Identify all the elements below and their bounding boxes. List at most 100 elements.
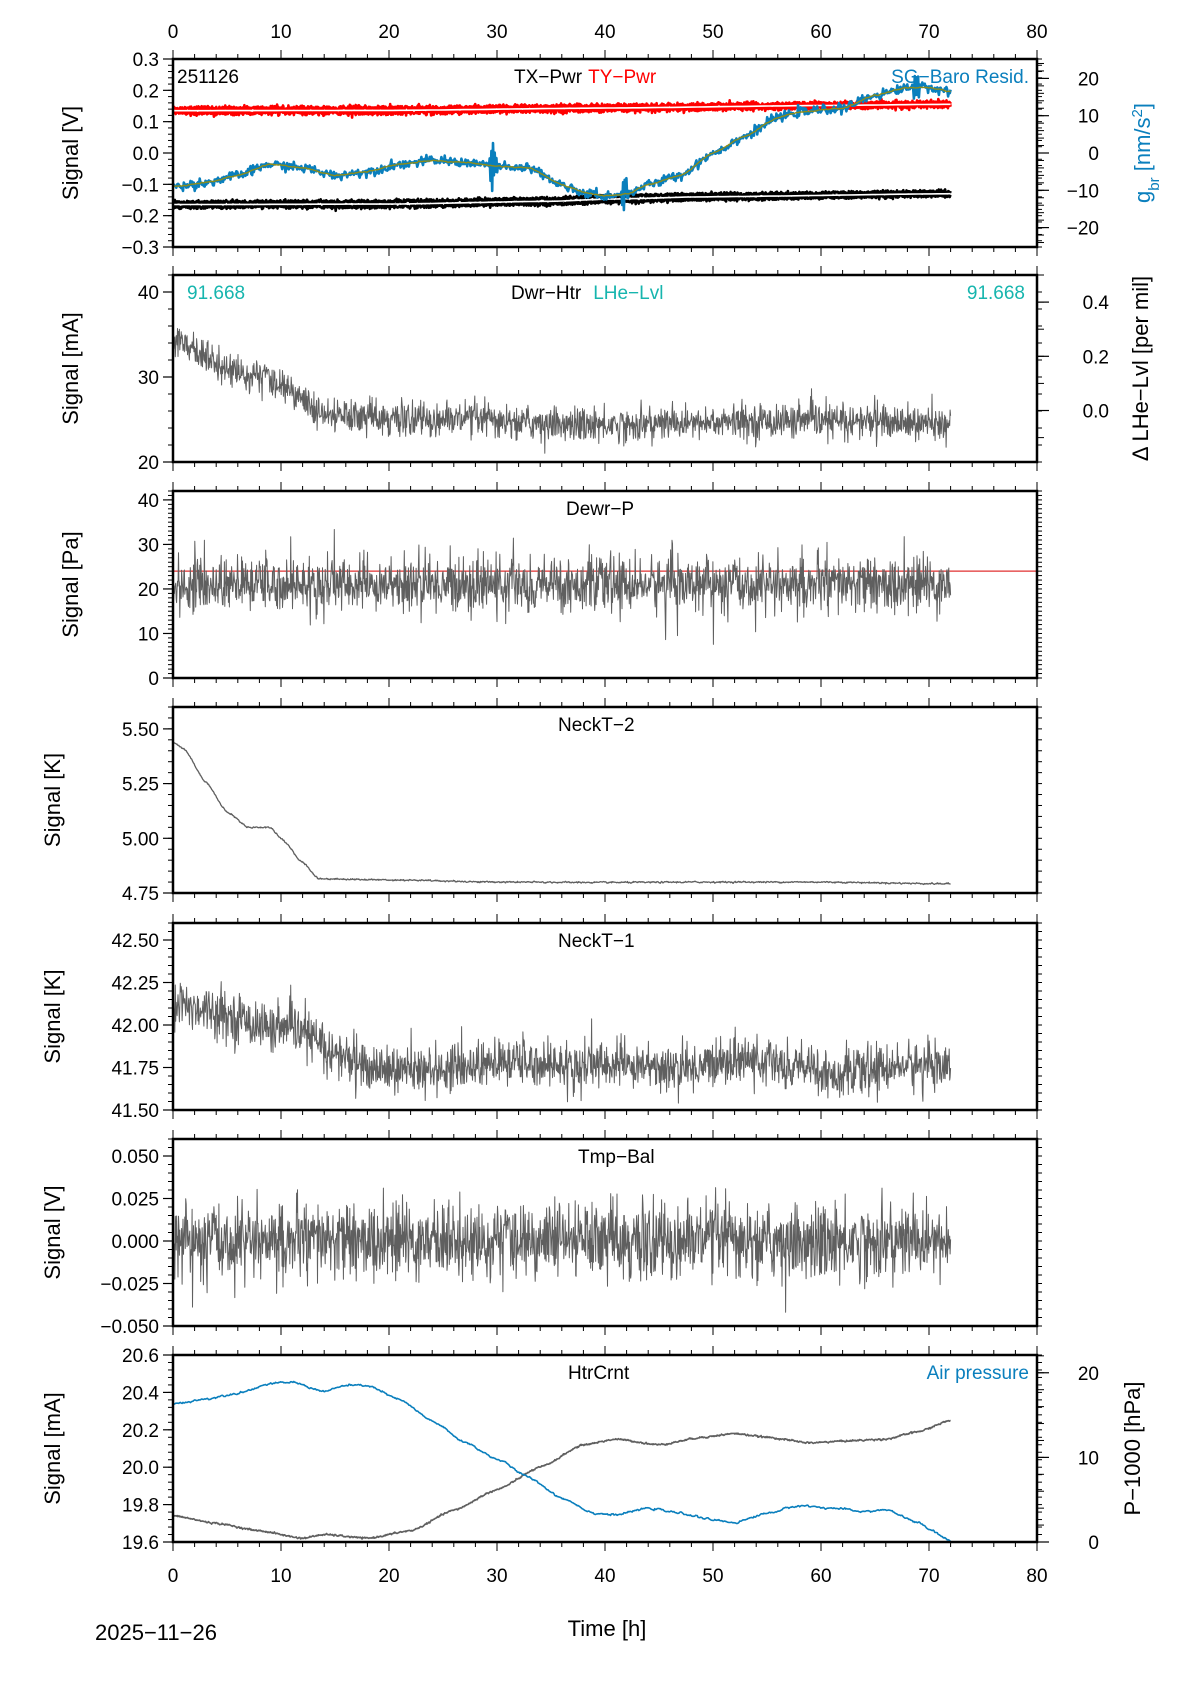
- series-sg-baro-resid-: [173, 74, 952, 212]
- series-neckt-2: [173, 741, 951, 886]
- bottom-x-tick-label: 60: [810, 1566, 831, 1587]
- corner-label: 251126: [177, 67, 239, 88]
- plot-area: [173, 328, 952, 454]
- y-tick-label: 0.025: [111, 1190, 159, 1211]
- right-y-tick-label: 0.4: [1083, 293, 1110, 314]
- panel-title: HtrCrnt: [568, 1363, 630, 1384]
- y-tick-label: 19.6: [122, 1533, 159, 1554]
- panel-tmp-bal: 0.050 0.025 0.000 −0.025 −0.050 Signal [V] Tmp…: [40, 1130, 1042, 1338]
- right-y-axis-label-sub: br: [1146, 177, 1163, 190]
- bottom-x-tick-label: 70: [918, 1566, 939, 1587]
- plot-area: [173, 1187, 952, 1313]
- series-neckt-1: [173, 981, 952, 1104]
- corner-label: 91.668: [187, 283, 245, 304]
- y-tick-label: 20: [138, 453, 159, 474]
- y-tick-label: 5.25: [122, 775, 159, 796]
- panel-pwr: 0.3 0.2 0.1 0.0 −0.1 −0.2 −0.3 Signal [V] 20 10 0 −…: [58, 50, 1163, 259]
- panel-dewr-p: 40 30 20 10 0 Signal [Pa] Dewr−P: [58, 482, 1042, 690]
- y-tick-label: 0.0: [133, 144, 159, 165]
- y-tick-label: 19.8: [122, 1496, 159, 1517]
- series-separator-line: [173, 103, 951, 112]
- right-y-axis-label: gbr [nm/s2]: [1129, 103, 1163, 203]
- panel-dwr-htr: 40 30 20 Signal [mA] 0.4 0.2 0.0 Δ LHe−Lvl [per…: [58, 266, 1153, 474]
- y-tick-label: 0.2: [133, 81, 159, 102]
- series-separator-line: [173, 192, 951, 206]
- y-tick-label: −0.050: [100, 1317, 159, 1338]
- y-axis-label: Signal [mA]: [40, 1392, 65, 1505]
- right-y-tick-label: 10: [1078, 107, 1099, 128]
- bottom-x-tick-label: 40: [594, 1566, 615, 1587]
- plot-area: [173, 1380, 951, 1542]
- panel-title-part: Dwr−Htr: [511, 283, 582, 304]
- y-tick-label: 0.050: [111, 1147, 159, 1168]
- y-tick-label: 20.6: [122, 1346, 159, 1367]
- panel-title-part: Tmp−Bal: [578, 1147, 655, 1168]
- panel-title-part: HtrCrnt: [568, 1363, 630, 1384]
- top-x-tick-label: 40: [594, 22, 615, 43]
- right-y-tick-label: −10: [1067, 181, 1099, 202]
- right-y-tick-label: 0: [1088, 1533, 1099, 1554]
- top-x-tick-label: 60: [810, 22, 831, 43]
- top-x-tick-label: 10: [270, 22, 291, 43]
- y-tick-label: 20.4: [122, 1383, 159, 1404]
- right-y-tick-label: 0.0: [1083, 402, 1109, 423]
- bottom-x-tick-labels: 0 10 20 30 40 50 60 70 80: [168, 1566, 1048, 1587]
- plot-area: [173, 981, 952, 1104]
- y-tick-label: 20.2: [122, 1421, 159, 1442]
- panel-title-part: Dewr−P: [566, 499, 634, 520]
- series-tx-pwr-lower: [173, 191, 952, 213]
- y-tick-label: −0.3: [121, 238, 159, 259]
- plot-area: [173, 74, 952, 213]
- right-y-tick-label: 20: [1078, 69, 1099, 90]
- right-y-axis-label-main: g: [1130, 191, 1155, 203]
- panel-title-part: LHe−Lvl: [593, 283, 663, 304]
- y-tick-label: 42.25: [111, 974, 159, 995]
- top-x-tick-label: 80: [1026, 22, 1047, 43]
- plot-area: [173, 529, 1037, 645]
- y-axis-label: Signal [mA]: [58, 312, 83, 425]
- y-tick-label: 20.0: [122, 1458, 159, 1479]
- panel-neckt-2: 5.50 5.25 5.00 4.75 Signal [K] NeckT−2: [40, 698, 1042, 905]
- y-tick-label: 0.000: [111, 1232, 159, 1253]
- right-y-axis-label-close: ]: [1130, 103, 1155, 109]
- y-tick-label: 40: [138, 491, 159, 512]
- y-tick-label: 5.50: [122, 720, 159, 741]
- y-tick-label: 5.00: [122, 829, 159, 850]
- panel-title-part: TY−Pwr: [588, 67, 657, 88]
- panel-title-part: TX−Pwr: [514, 67, 583, 88]
- top-x-tick-label: 30: [486, 22, 507, 43]
- y-tick-label: 10: [138, 624, 159, 645]
- bottom-x-tick-label: 0: [168, 1566, 179, 1587]
- right-y-tick-label: 10: [1078, 1448, 1099, 1469]
- panel-title: TX−Pwr TY−Pwr: [514, 67, 657, 88]
- panel-title: Tmp−Bal: [578, 1147, 655, 1168]
- y-axis-label: Signal [V]: [58, 106, 83, 200]
- panel-title: NeckT−2: [558, 715, 635, 736]
- series-air-pressure: [173, 1380, 951, 1542]
- y-tick-label: 41.75: [111, 1059, 159, 1080]
- bottom-x-tick-label: 50: [702, 1566, 723, 1587]
- bottom-x-tick-label: 30: [486, 1566, 507, 1587]
- y-tick-label: 0: [148, 669, 159, 690]
- right-y-tick-label: −20: [1067, 219, 1099, 240]
- right-y-axis-label-sup: 2: [1129, 109, 1146, 117]
- series-tx-pwr-upper: [173, 188, 952, 206]
- panel-right-title: SG−Baro Resid.: [891, 67, 1029, 88]
- right-y-tick-label: 0.2: [1083, 347, 1109, 368]
- right-y-axis-label: P−1000 [hPa]: [1120, 1382, 1145, 1516]
- top-x-tick-labels: 0 10 20 30 40 50 60 70 80: [168, 22, 1048, 43]
- bottom-x-tick-label: 80: [1026, 1566, 1047, 1587]
- y-tick-label: 41.50: [111, 1101, 159, 1122]
- top-x-tick-label: 0: [168, 22, 179, 43]
- series-sg-baro-resid-smoothed: [173, 86, 951, 197]
- y-tick-label: 0.3: [133, 50, 159, 71]
- y-tick-label: 42.50: [111, 931, 159, 952]
- plot-area: [173, 741, 951, 886]
- panel-title: Dewr−P: [566, 499, 634, 520]
- panel-right-title: Air pressure: [927, 1363, 1029, 1384]
- panel-title: Dwr−Htr LHe−Lvl: [511, 283, 663, 304]
- panel-neckt-1: 42.50 42.25 42.00 41.75 41.50 Signal [K] NeckT…: [40, 914, 1042, 1122]
- right-y-axis-label-unit: [nm/s: [1130, 117, 1155, 171]
- y-axis-label: Signal [V]: [40, 1185, 65, 1279]
